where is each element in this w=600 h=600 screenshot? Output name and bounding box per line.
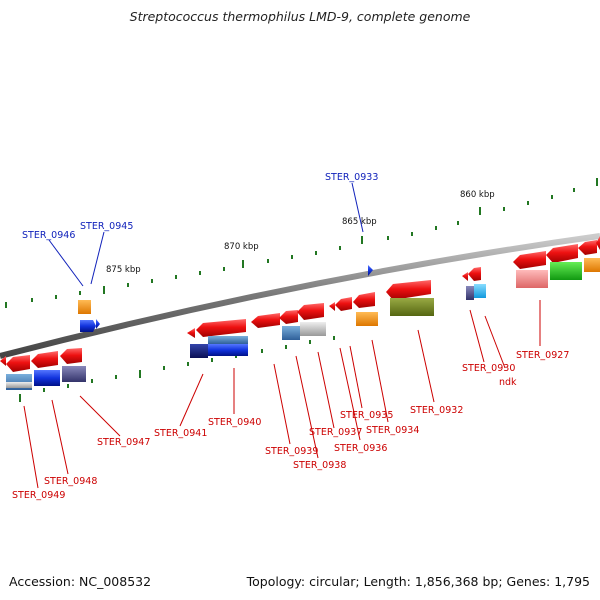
label-leaders-blue [48,182,364,287]
gene-arrow[interactable] [31,351,58,368]
gene-block[interactable] [466,286,474,300]
gene-label[interactable]: STER_0938 [293,460,346,471]
gene-label[interactable]: STER_0937 [309,427,362,438]
gene-arrow[interactable] [60,348,82,364]
gene-track-red-lower-left [0,348,82,372]
gene-arrow[interactable] [513,251,546,269]
gene-arrow[interactable] [468,267,481,281]
gene-label[interactable]: STER_0934 [366,425,419,436]
gene-block[interactable] [300,322,326,336]
gene-block[interactable] [282,326,300,340]
gene-label[interactable]: ndk [499,377,517,388]
scale-label-865: 865 kbp [342,217,377,227]
gene-labels-blue: STER_0946 STER_0945 STER_0933 [22,172,378,241]
gene-label[interactable]: STER_0930 [462,363,515,374]
gene-label[interactable]: STER_0933 [325,172,378,183]
gene-block[interactable] [208,344,248,356]
gene-arrow[interactable] [386,280,431,300]
gene-block[interactable] [356,312,378,326]
genome-summary-text: Topology: circular; Length: 1,856,368 bp… [246,574,590,589]
scale-ring-ticks [5,178,598,308]
gene-arrow[interactable] [368,265,373,276]
label-leaders-red [23,300,541,489]
gene-arrow[interactable] [251,313,280,328]
scale-label-870: 870 kbp [224,242,259,252]
gene-label[interactable]: STER_0948 [44,476,97,487]
gene-block[interactable] [62,366,86,382]
gene-labels-red: STER_0949 STER_0948 STER_0947 STER_0941 … [12,350,569,501]
gene-label[interactable]: STER_0932 [410,405,463,416]
gene-arrow[interactable] [596,236,600,250]
gene-block[interactable] [550,262,582,280]
gene-arrow[interactable] [335,297,352,311]
gene-block[interactable] [516,270,548,288]
gene-label[interactable]: STER_0940 [208,417,261,428]
gene-label[interactable]: STER_0939 [265,446,318,457]
gene-arrow[interactable] [297,303,324,320]
gene-arrow[interactable] [6,355,30,372]
gene-block[interactable] [584,258,600,272]
gene-arrow[interactable] [546,244,578,263]
gene-label[interactable]: STER_0927 [516,350,569,361]
gene-arrow[interactable] [353,292,375,308]
gene-block[interactable] [78,300,91,314]
map-title: Streptococcus thermophilus LMD-9, comple… [129,9,471,24]
gene-label[interactable]: STER_0936 [334,443,387,454]
gene-label[interactable]: STER_0946 [22,230,75,241]
gene-block[interactable] [190,344,208,358]
gene-label[interactable]: STER_0935 [340,410,393,421]
gene-block[interactable] [390,298,434,316]
gene-arrow[interactable] [0,356,6,366]
gene-block[interactable] [474,284,486,298]
gene-arrow[interactable] [187,328,195,338]
gene-arrow[interactable] [279,310,298,324]
gene-track-red-upper [187,236,600,338]
gene-arrow[interactable] [462,272,468,281]
scale-label-875: 875 kbp [106,265,141,275]
gene-arrow[interactable] [96,319,100,329]
gene-block[interactable] [6,382,32,388]
gene-label[interactable]: STER_0949 [12,490,65,501]
gene-arrow[interactable] [196,319,246,337]
gene-block[interactable] [34,370,60,386]
scale-label-860: 860 kbp [460,190,495,200]
gene-block[interactable] [208,336,248,344]
gene-arrow[interactable] [329,302,335,311]
accession-text: Accession: NC_008532 [9,574,152,589]
gene-label[interactable]: STER_0941 [154,428,207,439]
gene-label[interactable]: STER_0947 [97,437,150,448]
cog-blocks [6,258,600,390]
gene-label[interactable]: STER_0945 [80,221,133,232]
gene-arrow[interactable] [578,240,597,255]
gene-arrow[interactable] [80,320,96,332]
genome-backbone [0,233,600,359]
